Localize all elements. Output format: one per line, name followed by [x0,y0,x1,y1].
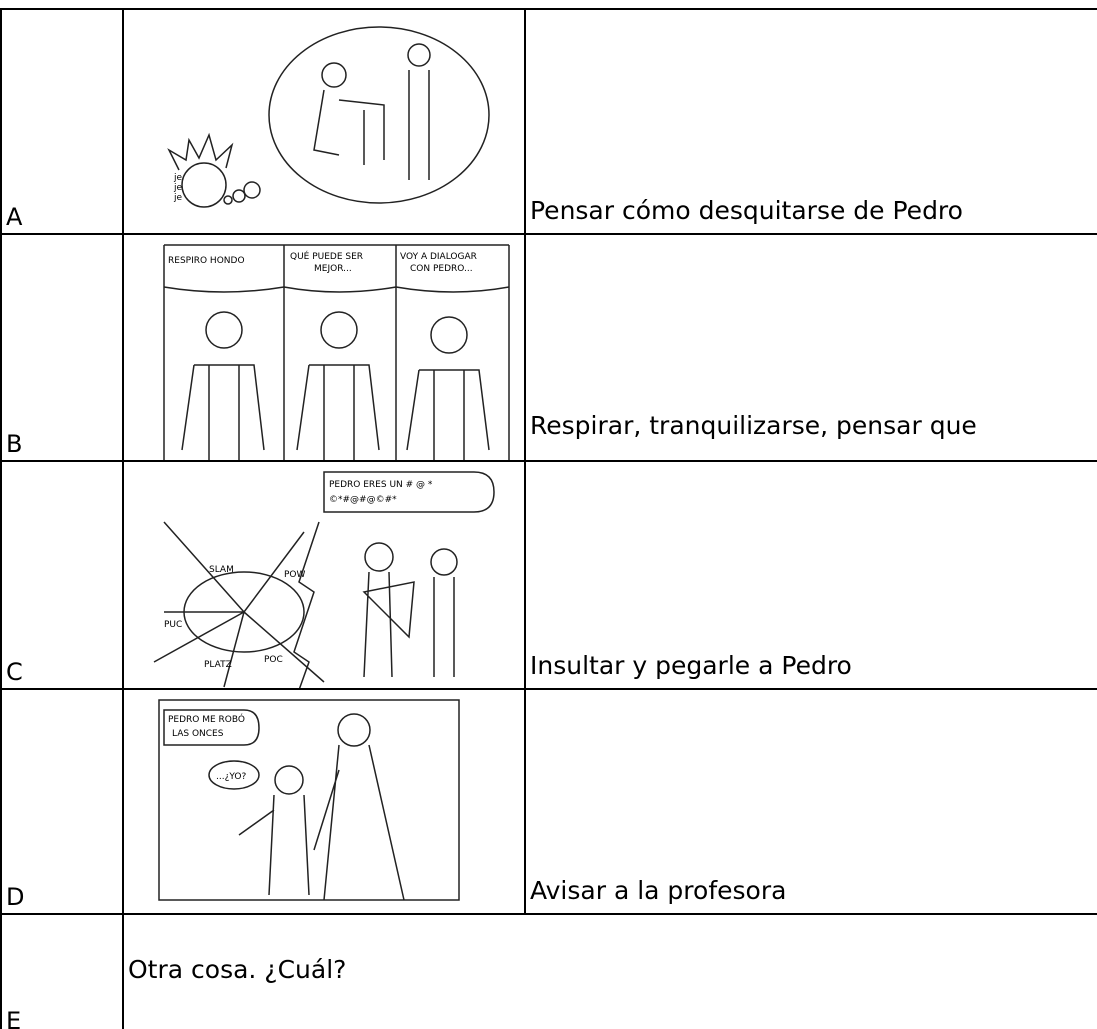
illustration: PEDRO ME ROBÓ LAS ONCES ...¿YO? [158,699,460,901]
option-text: Pensar cómo desquitarse de Pedro [530,196,963,225]
drawing-text: CON PEDRO... [410,264,473,274]
row-label: B [6,430,23,458]
row-label: C [6,658,23,686]
option-text: Otra cosa. ¿Cuál? [128,955,347,984]
option-text: Avisar a la profesora [530,876,787,905]
drawing-text: je [173,183,183,193]
option-text: Respirar, tranquilizarse, pensar que [530,411,977,440]
drawing-text: PEDRO ME ROBÓ [168,713,245,725]
drawing-text: VOY A DIALOGAR [400,252,477,262]
drawing-text: PLATZ [204,660,232,670]
drawing-text: SLAM [209,565,234,575]
drawing-text: ©*#@#@©#* [329,495,397,505]
drawing-text: je [173,173,183,183]
row-label: A [6,203,23,231]
cell: B [0,233,124,462]
cell: Avisar a la profesora [524,688,1097,915]
drawing-text: POW [284,570,306,580]
drawing-text: ...¿YO? [216,772,246,782]
drawing-text: PUC [164,620,182,630]
cell: C [0,460,124,690]
row-label: E [6,1007,22,1029]
cell: Insultar y pegarle a Pedro [524,460,1097,690]
drawing-text: LAS ONCES [172,729,224,739]
row-label: D [6,883,25,911]
drawing-text: PEDRO ERES UN # @ * [329,480,433,490]
cell: PEDRO ERES UN # @ * ©*#@#@©#* SLAM POW P… [122,460,526,690]
drawing-text: RESPIRO HONDO [168,256,245,266]
option-text: Insultar y pegarle a Pedro [530,651,852,680]
cell: A [0,8,124,235]
cell: E [0,913,124,1029]
cell: Pensar cómo desquitarse de Pedro [524,8,1097,235]
illustration: RESPIRO HONDO QUÉ PUEDE SER MEJOR... VOY… [163,244,510,462]
drawing-text: QUÉ PUEDE SER [290,250,363,262]
cell: Otra cosa. ¿Cuál? [122,913,1097,1029]
drawing-text: je [173,193,183,203]
cell: RESPIRO HONDO QUÉ PUEDE SER MEJOR... VOY… [122,233,526,462]
cell: PEDRO ME ROBÓ LAS ONCES ...¿YO? [122,688,526,915]
drawing-text: POC [264,655,283,665]
illustration: je je je [167,26,490,208]
cell: D [0,688,124,915]
cell: je je je [122,8,526,235]
drawing-text: MEJOR... [314,264,352,274]
cell: Respirar, tranquilizarse, pensar que [524,233,1097,462]
illustration: PEDRO ERES UN # @ * ©*#@#@©#* SLAM POW P… [153,471,495,690]
